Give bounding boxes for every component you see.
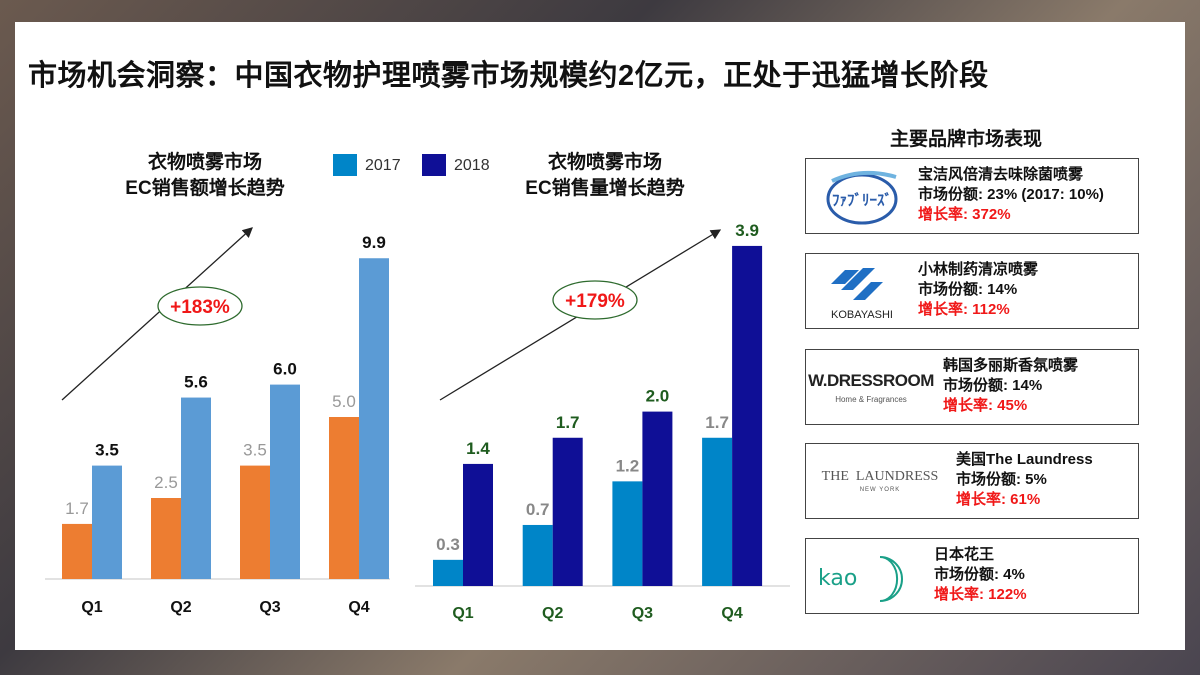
chart-sales-amount: 1.7 3.5 Q1 2.5 5.6 Q2 3.5 6.0 Q3 5.0 9.9 Q4 +183% bbox=[45, 227, 390, 616]
category-label-Q3: Q3 bbox=[632, 605, 653, 622]
brand-share: 市场份额: 4% bbox=[934, 566, 1025, 583]
kao-logo: kao bbox=[812, 543, 912, 609]
bar-2018-Q1 bbox=[92, 465, 122, 579]
category-label-Q4: Q4 bbox=[721, 605, 742, 622]
data-label-2018-Q4: 3.9 bbox=[735, 221, 759, 240]
legend-swatch-2017 bbox=[333, 154, 357, 176]
growth-ellipse bbox=[552, 280, 638, 320]
data-label-2017-Q4: 1.7 bbox=[705, 413, 729, 432]
svg-text:KOBAYASHI: KOBAYASHI bbox=[831, 309, 893, 321]
laundress-logo: THE LAUNDRESS NEW YORK bbox=[812, 448, 948, 514]
category-label-Q4: Q4 bbox=[348, 599, 369, 616]
brand-card-kao: kao 日本花王 市场份额: 4% 增长率: 122% bbox=[805, 538, 1139, 614]
data-label-2017-Q1: 1.7 bbox=[65, 499, 89, 518]
data-label-2018-Q3: 2.0 bbox=[646, 387, 670, 406]
data-label-2017-Q1: 0.3 bbox=[436, 535, 460, 554]
bar-2017-Q3 bbox=[240, 465, 270, 579]
brands-heading: 主要品牌市场表现 bbox=[890, 129, 1043, 150]
brand-growth: 增长率: 372% bbox=[918, 206, 1011, 223]
category-label-Q1: Q1 bbox=[81, 599, 102, 616]
bar-2017-Q1 bbox=[433, 559, 463, 586]
bar-2017-Q4 bbox=[702, 437, 733, 586]
growth-annotation: +179% bbox=[565, 291, 625, 312]
chart-title-sales-volume: 衣物喷雾市场 EC销售量增长趋势 bbox=[505, 150, 705, 202]
bar-2017-Q2 bbox=[522, 524, 553, 586]
chart-title-line1: 衣物喷雾市场 bbox=[147, 152, 262, 173]
bar-2018-Q2 bbox=[552, 437, 583, 586]
chart-title-sales-amount: 衣物喷雾市场 EC销售额增长趋势 bbox=[105, 150, 305, 202]
category-label-Q1: Q1 bbox=[452, 605, 473, 622]
data-label-2017-Q2: 2.5 bbox=[154, 473, 178, 492]
bar-2018-Q2 bbox=[181, 397, 211, 579]
logo-subtext: Home & Fragrances bbox=[835, 394, 907, 404]
febreze-logo: ﾌｧﾌﾞﾘｰｽﾞ bbox=[812, 163, 912, 229]
data-label-2018-Q1: 1.4 bbox=[466, 439, 490, 458]
chart-title-line1: 衣物喷雾市场 bbox=[547, 152, 662, 173]
brand-growth: 增长率: 122% bbox=[934, 586, 1027, 603]
page-title: 市场机会洞察：中国衣物护理喷雾市场规模约2亿元，正处于迅猛增长阶段 bbox=[28, 60, 989, 92]
bar-2017-Q4 bbox=[329, 417, 359, 579]
brand-card-wdressroom: W.DRESSROOM Home & Fragrances 韩国多丽斯香氛喷雾 … bbox=[805, 349, 1139, 425]
bar-2017-Q1 bbox=[62, 523, 92, 579]
svg-text:kao: kao bbox=[818, 566, 857, 591]
wdressroom-logo: W.DRESSROOM Home & Fragrances bbox=[808, 354, 934, 420]
growth-ellipse bbox=[157, 286, 243, 326]
data-label-2017-Q3: 1.2 bbox=[616, 456, 640, 475]
bar-2018-Q4 bbox=[359, 258, 389, 579]
brand-name: 宝洁风倍清去味除菌喷雾 bbox=[918, 166, 1084, 183]
brand-share: 市场份额: 5% bbox=[956, 471, 1047, 488]
kobayashi-logo: KOBAYASHI bbox=[812, 258, 912, 324]
category-label-Q3: Q3 bbox=[259, 599, 280, 616]
chart-sales-volume: 0.3 1.4 Q1 0.7 1.7 Q2 1.2 2.0 Q3 1.7 3.9 Q4 +179% bbox=[415, 221, 790, 622]
bar-2018-Q4 bbox=[732, 245, 763, 587]
category-label-Q2: Q2 bbox=[170, 599, 191, 616]
brand-share: 市场份额: 14% bbox=[918, 281, 1018, 298]
brand-growth: 增长率: 61% bbox=[956, 491, 1041, 508]
data-label-2017-Q3: 3.5 bbox=[243, 441, 267, 460]
brand-card-febreze: ﾌｧﾌﾞﾘｰｽﾞ 宝洁风倍清去味除菌喷雾 市场份额: 23% (2017: 10… bbox=[805, 158, 1139, 234]
brand-name: 日本花王 bbox=[934, 546, 995, 563]
bar-2018-Q3 bbox=[270, 384, 300, 579]
category-label-Q2: Q2 bbox=[542, 605, 563, 622]
data-label-2018-Q3: 6.0 bbox=[273, 360, 297, 379]
brand-share: 市场份额: 14% bbox=[943, 377, 1043, 394]
brand-name: 韩国多丽斯香氛喷雾 bbox=[943, 357, 1079, 374]
data-label-2017-Q4: 5.0 bbox=[332, 392, 356, 411]
logo-text: W.DRESSROOM bbox=[808, 370, 934, 390]
bar-2018-Q1 bbox=[463, 463, 493, 586]
brand-card-laundress: THE LAUNDRESS NEW YORK 美国The Laundress 市… bbox=[805, 443, 1139, 519]
brand-share: 市场份额: 23% (2017: 10%) bbox=[918, 186, 1104, 203]
legend-label-2017: 2017 bbox=[365, 157, 401, 174]
logo-text: THE LAUNDRESS bbox=[821, 469, 939, 484]
brand-growth: 增长率: 45% bbox=[943, 397, 1028, 414]
data-label-2018-Q2: 1.7 bbox=[556, 413, 580, 432]
brand-growth: 增长率: 112% bbox=[918, 301, 1010, 318]
data-label-2018-Q4: 9.9 bbox=[362, 233, 386, 252]
bar-2018-Q3 bbox=[642, 411, 673, 586]
data-label-2018-Q2: 5.6 bbox=[184, 373, 208, 392]
bar-2017-Q3 bbox=[612, 481, 643, 586]
brand-name: 美国The Laundress bbox=[956, 451, 1093, 468]
bar-2017-Q2 bbox=[151, 498, 181, 579]
legend-label-2018: 2018 bbox=[454, 157, 490, 174]
data-label-2017-Q2: 0.7 bbox=[526, 500, 550, 519]
growth-annotation: +183% bbox=[170, 297, 230, 318]
data-label-2018-Q1: 3.5 bbox=[95, 441, 119, 460]
logo-subtext: NEW YORK bbox=[859, 487, 901, 493]
brand-card-kobayashi: KOBAYASHI 小林制药清凉喷雾 市场份额: 14% 增长率: 112% bbox=[805, 253, 1139, 329]
charts-svg: 1.7 3.5 Q1 2.5 5.6 Q2 3.5 6.0 Q3 5.0 9.9 Q4 +183% 0.… bbox=[45, 221, 790, 622]
svg-text:ﾌｧﾌﾞﾘｰｽﾞ: ﾌｧﾌﾞﾘｰｽﾞ bbox=[832, 191, 892, 209]
chart-title-line2: EC销售额增长趋势 bbox=[125, 178, 285, 199]
chart-title-line2: EC销售量增长趋势 bbox=[525, 178, 685, 199]
brand-name: 小林制药清凉喷雾 bbox=[918, 261, 1039, 278]
legend-swatch-2018 bbox=[422, 154, 446, 176]
growth-arrow bbox=[61, 227, 253, 401]
